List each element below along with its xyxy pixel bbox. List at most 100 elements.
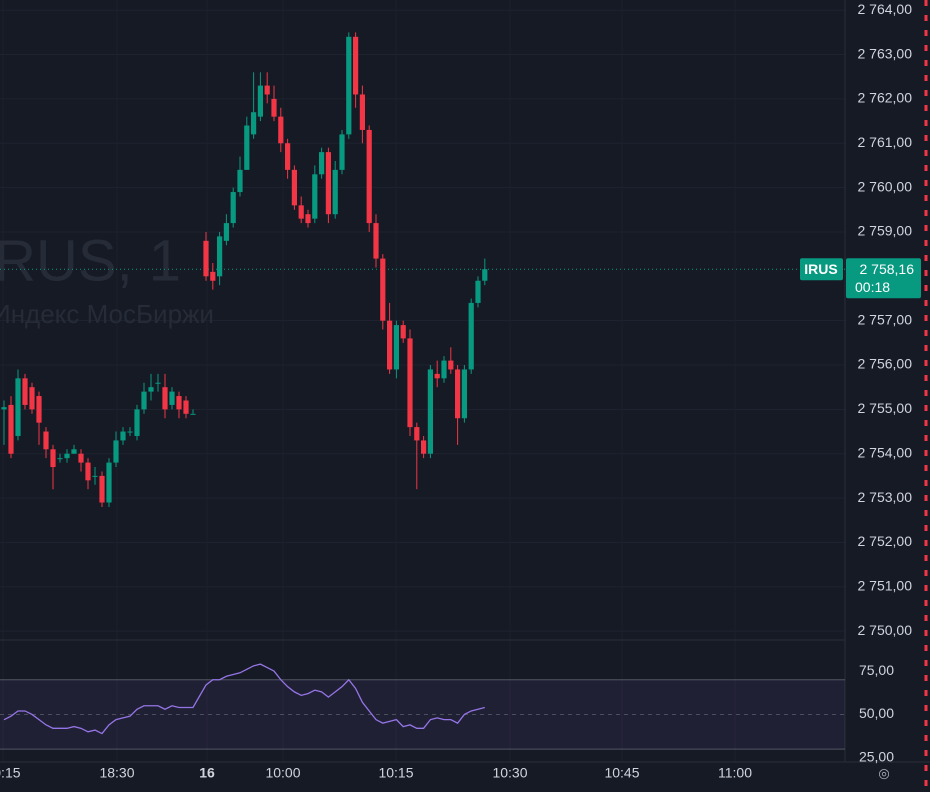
y-tick-label: 2 752,00 <box>858 533 913 549</box>
candle-body <box>15 378 21 436</box>
candle-body <box>407 338 413 428</box>
y-tick-label: 2 757,00 <box>858 311 913 327</box>
candle-body <box>203 240 209 277</box>
price-badge <box>846 258 921 299</box>
y-tick-label: 2 761,00 <box>858 134 913 150</box>
candle-body <box>414 427 420 441</box>
candle-body <box>29 387 35 410</box>
candle-body <box>475 280 481 303</box>
candle-body <box>57 458 63 460</box>
candle-body <box>305 214 311 224</box>
y-tick-label: 2 762,00 <box>858 90 913 106</box>
candle-body <box>461 369 467 419</box>
candle-body <box>264 85 270 95</box>
watermark-title: IRUS, 1 <box>0 228 181 293</box>
candle-body <box>50 449 56 468</box>
candle-body <box>298 205 304 219</box>
settings-icon[interactable]: ◎ <box>878 765 889 780</box>
x-tick-label: 11:00 <box>718 765 752 781</box>
candle-body <box>421 440 427 454</box>
y-tick-label: 2 764,00 <box>858 1 913 17</box>
candle-body <box>106 462 112 503</box>
candle-body <box>71 449 77 454</box>
y-tick-label: 2 754,00 <box>858 444 913 460</box>
candle-body <box>162 387 168 410</box>
candle-body <box>319 152 325 175</box>
candle-body <box>183 400 189 414</box>
x-tick-label: 10:45 <box>604 765 639 781</box>
x-tick-label: 10:15 <box>0 765 21 781</box>
candle-body <box>278 116 284 144</box>
candle-body <box>237 169 243 193</box>
candle-body <box>285 143 291 170</box>
watermark-subtitle: Индекс МосБиржи <box>0 299 214 329</box>
candle-body <box>155 382 161 384</box>
candle-body <box>366 129 372 224</box>
x-tick-label: 10:15 <box>378 765 413 781</box>
y-tick-label: 2 763,00 <box>858 45 913 61</box>
candle-body <box>380 258 386 321</box>
candle-body <box>99 475 105 503</box>
symbol-label: IRUS <box>804 261 837 277</box>
candle-body <box>78 453 84 463</box>
candle-body <box>387 320 393 370</box>
candle-body <box>223 223 229 241</box>
candle-body <box>353 36 359 95</box>
plot <box>0 32 845 750</box>
candle-body <box>8 404 14 454</box>
candle-body <box>1 407 7 410</box>
candle-body <box>141 391 147 410</box>
candle-body <box>271 98 277 117</box>
candle-body <box>359 94 365 130</box>
candle-body <box>127 431 133 433</box>
candle-body <box>169 391 175 405</box>
rsi-tick-label: 50,00 <box>859 705 894 721</box>
rsi-tick-label: 75,00 <box>859 662 894 678</box>
symbol-badge <box>800 258 843 281</box>
axis: 2 764,00 2 763,00 2 762,00 2 761,00 2 760,00… <box>0 1 921 781</box>
candle-body <box>339 134 345 170</box>
x-tick-label: 10:00 <box>265 765 300 781</box>
candle-body <box>291 169 297 206</box>
candle-body <box>92 475 98 477</box>
y-tick-label: 2 751,00 <box>858 577 913 593</box>
candle-body <box>190 413 196 415</box>
candle-body <box>434 373 440 379</box>
candle-body <box>230 192 236 224</box>
candle-body <box>36 396 42 423</box>
y-tick-label: 2 750,00 <box>858 622 913 638</box>
candle-body <box>448 360 454 370</box>
price-label: 2 758,16 <box>860 261 915 277</box>
candle-body <box>85 462 91 481</box>
y-tick-label: 2 760,00 <box>858 178 913 194</box>
candle-body <box>113 440 119 463</box>
candle-body <box>468 302 474 370</box>
x-tick-label: 18:30 <box>99 765 134 781</box>
candle-body <box>244 125 250 170</box>
candle-body <box>332 169 338 215</box>
candle-body <box>325 152 331 215</box>
candle-body <box>346 36 352 135</box>
candle-body <box>441 360 447 379</box>
candle-body <box>134 409 140 436</box>
candle-body <box>257 85 263 117</box>
candle-body <box>120 431 126 441</box>
y-tick-label: 2 753,00 <box>858 489 913 505</box>
x-tick-label: 10:30 <box>492 765 527 781</box>
countdown-label: 00:18 <box>855 279 890 295</box>
y-tick-label: 2 756,00 <box>858 356 913 372</box>
candle-body <box>43 431 49 450</box>
candle-body <box>312 174 318 219</box>
candle-body <box>373 223 379 259</box>
candle-body <box>400 325 406 339</box>
candle-body <box>148 387 154 392</box>
rsi-line <box>3 663 485 735</box>
rsi-band <box>0 679 845 750</box>
rsi-tick-label: 25,00 <box>859 749 894 765</box>
y-tick-label: 2 755,00 <box>858 400 913 416</box>
y-tick-label: 2 759,00 <box>858 223 913 239</box>
candle-body <box>393 325 399 370</box>
candle-body <box>210 271 216 281</box>
x-tick-label: 16 <box>199 765 215 781</box>
